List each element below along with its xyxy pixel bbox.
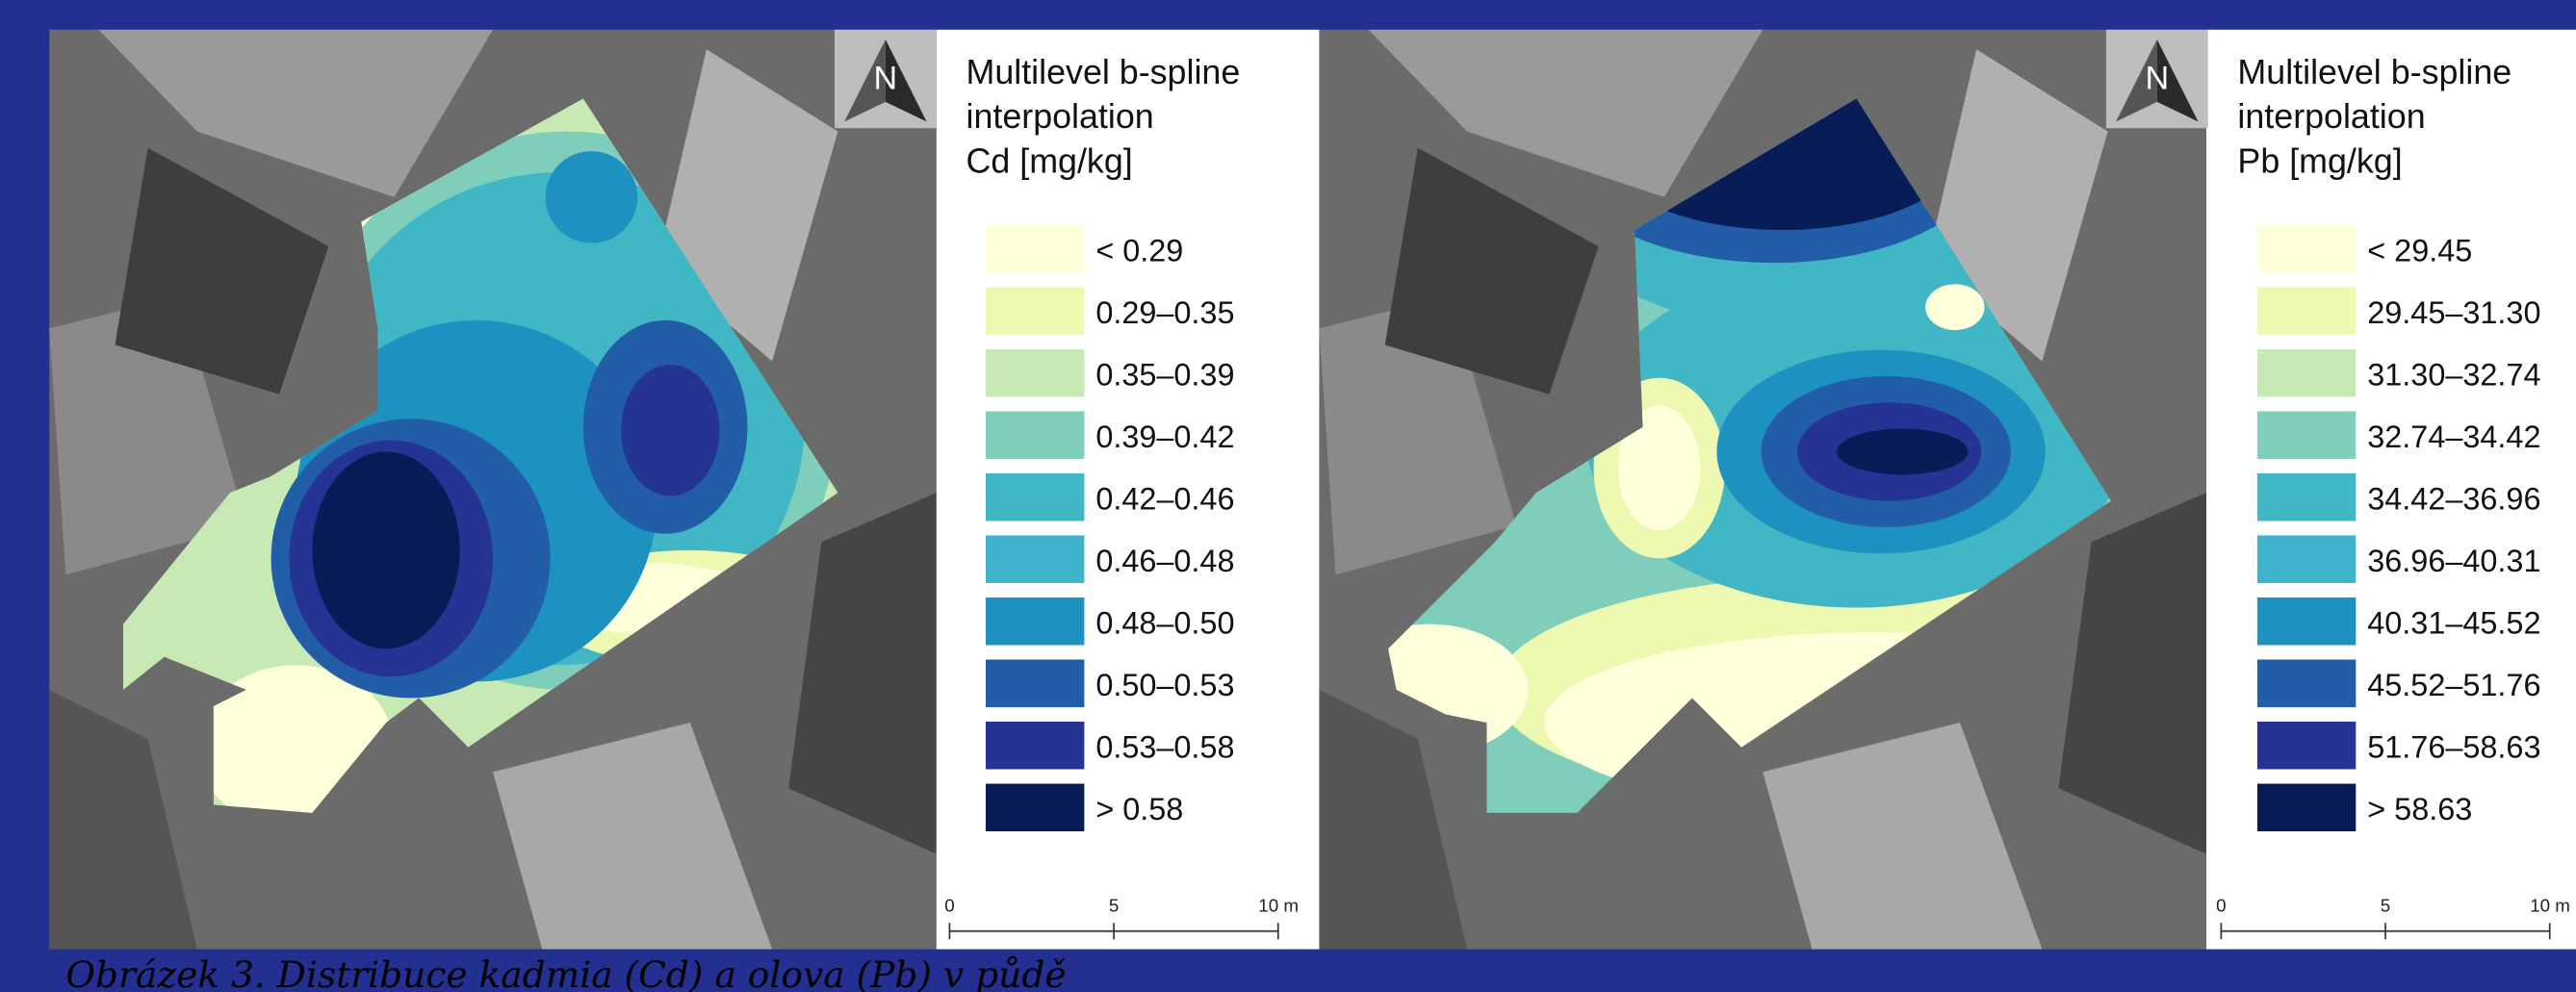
legend-title: Multilevel b-spline bbox=[966, 53, 1241, 91]
scale-label: 5 bbox=[1109, 895, 1119, 915]
legend-label: 0.39–0.42 bbox=[1095, 420, 1234, 454]
north-label: N bbox=[874, 60, 898, 96]
legend-label: 45.52–51.76 bbox=[2367, 668, 2540, 702]
legend-title: interpolation bbox=[966, 97, 1154, 136]
legend-label: 34.42–36.96 bbox=[2367, 481, 2540, 516]
legend-swatch bbox=[986, 784, 1084, 831]
legend-label: < 0.29 bbox=[1095, 233, 1183, 267]
legend-swatch bbox=[2257, 411, 2356, 458]
legend-swatch bbox=[986, 722, 1084, 769]
legend-title: Pb [mg/kg] bbox=[2237, 141, 2402, 180]
scale-label: 10 m bbox=[2530, 895, 2570, 915]
legend-swatch bbox=[986, 535, 1084, 582]
legend-label: 0.46–0.48 bbox=[1095, 544, 1234, 578]
legend-label: 0.53–0.58 bbox=[1095, 730, 1234, 765]
legend-label: 0.29–0.35 bbox=[1095, 295, 1234, 330]
legend-label: 0.48–0.50 bbox=[1095, 606, 1234, 641]
legend-title: interpolation bbox=[2237, 97, 2425, 136]
legend-swatch bbox=[2257, 473, 2356, 521]
legend-swatch bbox=[986, 349, 1084, 396]
figure: Obrázek 3. Distribuce kadmia (Cd) a olov… bbox=[0, 0, 2576, 992]
legend-swatch bbox=[986, 598, 1084, 645]
legend-swatch bbox=[2257, 287, 2356, 334]
scale-label: 0 bbox=[944, 895, 954, 915]
legend-swatch bbox=[986, 473, 1084, 521]
legend-title: Multilevel b-spline bbox=[2237, 53, 2512, 91]
legend-swatch bbox=[2257, 349, 2356, 396]
legend-label: 36.96–40.31 bbox=[2367, 544, 2540, 578]
legend-label: 31.30–32.74 bbox=[2367, 357, 2540, 392]
legend-label: > 0.58 bbox=[1095, 792, 1183, 827]
legend-swatch bbox=[986, 411, 1084, 458]
scale-label: 5 bbox=[2381, 895, 2390, 915]
caption: Obrázek 3. Distribuce kadmia (Cd) a olov… bbox=[65, 954, 1066, 992]
legend-label: 40.31–45.52 bbox=[2367, 606, 2540, 641]
legend-label: 32.74–34.42 bbox=[2367, 420, 2540, 454]
legend-swatch bbox=[2257, 784, 2356, 831]
legend-swatch bbox=[2257, 722, 2356, 769]
legend-swatch bbox=[2257, 598, 2356, 645]
scale-label: 0 bbox=[2216, 895, 2226, 915]
legend-label: 0.35–0.39 bbox=[1095, 357, 1234, 392]
legend-swatch bbox=[2257, 535, 2356, 582]
north-label: N bbox=[2145, 60, 2169, 96]
legend-label: 0.50–0.53 bbox=[1095, 668, 1234, 702]
scale-label: 10 m bbox=[1258, 895, 1299, 915]
legend-label: 51.76–58.63 bbox=[2367, 730, 2540, 765]
legend-label: > 58.63 bbox=[2367, 792, 2472, 827]
legend-swatch bbox=[986, 659, 1084, 706]
legend-swatch bbox=[2257, 659, 2356, 706]
legend-label: 29.45–31.30 bbox=[2367, 295, 2540, 330]
legend-swatch bbox=[986, 225, 1084, 272]
legend-label: < 29.45 bbox=[2367, 233, 2472, 267]
legend-title: Cd [mg/kg] bbox=[966, 141, 1133, 180]
page: Obrázek 3. Distribuce kadmia (Cd) a olov… bbox=[0, 0, 2576, 992]
legend-swatch bbox=[2257, 225, 2356, 272]
legend-swatch bbox=[986, 287, 1084, 334]
legend-label: 0.42–0.46 bbox=[1095, 481, 1234, 516]
